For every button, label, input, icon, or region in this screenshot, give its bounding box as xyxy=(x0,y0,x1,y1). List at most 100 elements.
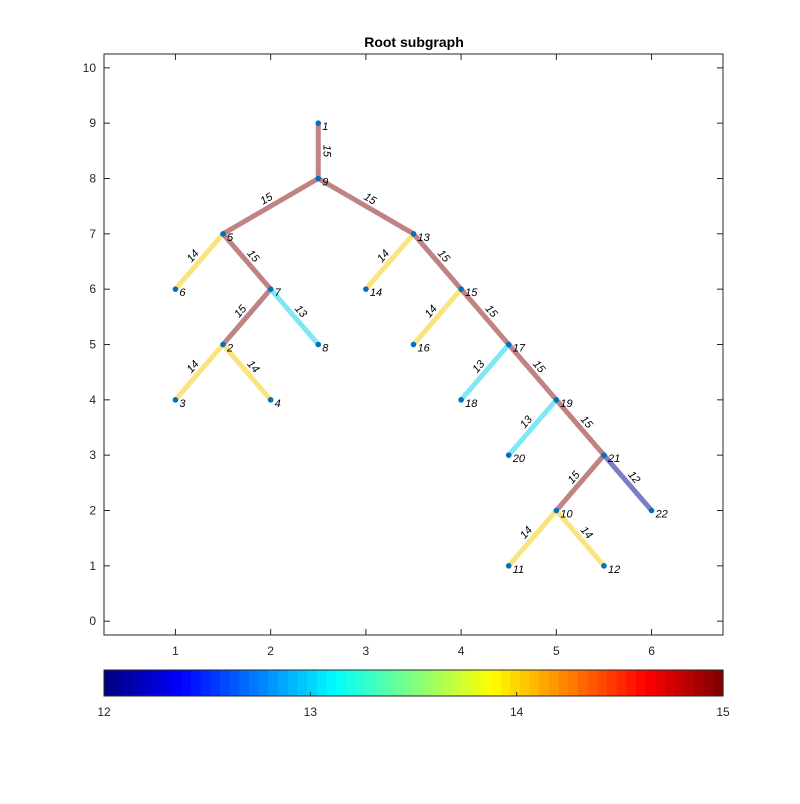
node-label: 19 xyxy=(560,398,572,410)
colorbar-segment xyxy=(268,670,279,696)
colorbar-segment xyxy=(403,670,415,696)
colorbar-segment xyxy=(635,670,647,696)
colorbar-segment xyxy=(664,670,676,696)
y-tick-label: 9 xyxy=(89,116,96,130)
node-label: 5 xyxy=(227,232,234,244)
node-label: 8 xyxy=(322,343,329,355)
node-label: 16 xyxy=(418,343,431,355)
node-label: 20 xyxy=(512,453,526,465)
graph-edge xyxy=(317,176,415,236)
y-tick-label: 0 xyxy=(89,614,96,628)
graph-node xyxy=(172,397,179,403)
graph-edge xyxy=(411,232,464,291)
node-label: 14 xyxy=(370,287,382,299)
graph-node xyxy=(315,120,322,126)
graph-edge xyxy=(554,453,606,513)
x-tick-label: 4 xyxy=(458,644,465,658)
x-tick-label: 1 xyxy=(172,644,179,658)
graph-node xyxy=(505,452,512,458)
colorbar-tick-label: 14 xyxy=(510,705,524,719)
graph-node xyxy=(601,563,607,569)
graph-edge xyxy=(459,287,511,347)
node-label: 10 xyxy=(560,509,573,521)
graph-node xyxy=(172,286,179,292)
node-label: 22 xyxy=(655,509,668,521)
colorbar-segment xyxy=(287,670,299,696)
colorbar-segment xyxy=(597,670,608,696)
graph-edges xyxy=(173,123,654,568)
graph-edge xyxy=(221,287,273,347)
colorbar-segment xyxy=(713,670,724,696)
colorbar-segment xyxy=(345,670,357,696)
node-label: 15 xyxy=(465,287,478,299)
graph-node xyxy=(505,563,512,569)
colorbar-segment xyxy=(220,670,231,696)
colorbar-segment xyxy=(336,670,347,696)
graph-node xyxy=(267,286,274,292)
colorbar-segment xyxy=(606,670,618,696)
colorbar-segment xyxy=(152,670,163,696)
colorbar-segment xyxy=(674,670,685,696)
colorbar-segment xyxy=(655,670,666,696)
colorbar-segment xyxy=(568,670,579,696)
x-tick-label: 2 xyxy=(267,644,274,658)
y-tick-label: 3 xyxy=(89,448,96,462)
colorbar-segment xyxy=(239,670,250,696)
graph-edge xyxy=(506,508,559,568)
colorbar-segment xyxy=(684,670,695,696)
colorbar-segment xyxy=(191,670,202,696)
graph-node xyxy=(315,175,322,182)
graph-node xyxy=(648,507,655,514)
y-tick-label: 1 xyxy=(89,559,96,573)
colorbar-segment xyxy=(558,670,569,696)
colorbar-segment xyxy=(394,670,405,696)
colorbar-segment xyxy=(616,670,627,696)
colorbar-segment xyxy=(258,670,270,696)
colorbar-segment xyxy=(500,670,511,696)
graph-node xyxy=(315,341,322,348)
y-tick-label: 5 xyxy=(89,338,96,352)
graph-node xyxy=(458,286,464,292)
colorbar-segment xyxy=(539,670,550,696)
node-label: 7 xyxy=(275,287,282,299)
y-tick-label: 8 xyxy=(89,172,96,186)
colorbar-segment xyxy=(481,670,492,696)
graph-nodes xyxy=(172,120,655,569)
node-label: 18 xyxy=(465,398,478,410)
colorbar-segment xyxy=(355,670,366,696)
graph-node xyxy=(363,286,369,292)
node-label: 6 xyxy=(179,287,186,299)
graph-node xyxy=(410,231,417,237)
colorbar-segment xyxy=(162,670,173,696)
y-tick-label: 4 xyxy=(89,393,96,407)
edge-weight-label: 15 xyxy=(320,145,332,158)
node-label: 13 xyxy=(418,232,431,244)
colorbar-segment xyxy=(529,670,540,696)
graph-node xyxy=(267,397,274,403)
colorbar-segment xyxy=(548,670,560,696)
colorbar-segment xyxy=(423,670,434,696)
graph-edge xyxy=(411,287,464,347)
colorbar-segment xyxy=(104,670,115,696)
graph-edge xyxy=(221,176,320,236)
node-label: 2 xyxy=(226,343,233,355)
node-label: 9 xyxy=(322,177,328,189)
colorbar-gradient xyxy=(104,670,724,696)
colorbar-segment xyxy=(365,670,376,696)
colorbar-segment xyxy=(432,670,444,696)
graph-node xyxy=(410,341,417,348)
graph-node xyxy=(220,341,226,348)
colorbar-segment xyxy=(384,670,395,696)
node-label: 12 xyxy=(608,564,620,576)
graph-edge xyxy=(221,232,273,291)
colorbar-segment xyxy=(200,670,211,696)
colorbar-segment xyxy=(461,670,473,696)
colorbar-segment xyxy=(626,670,637,696)
colorbar-segment xyxy=(316,670,328,696)
node-label: 3 xyxy=(179,398,186,410)
graph-edge xyxy=(363,232,416,291)
node-label: 4 xyxy=(275,398,281,410)
x-tick-label: 6 xyxy=(648,644,655,658)
colorbar-segment xyxy=(645,670,656,696)
